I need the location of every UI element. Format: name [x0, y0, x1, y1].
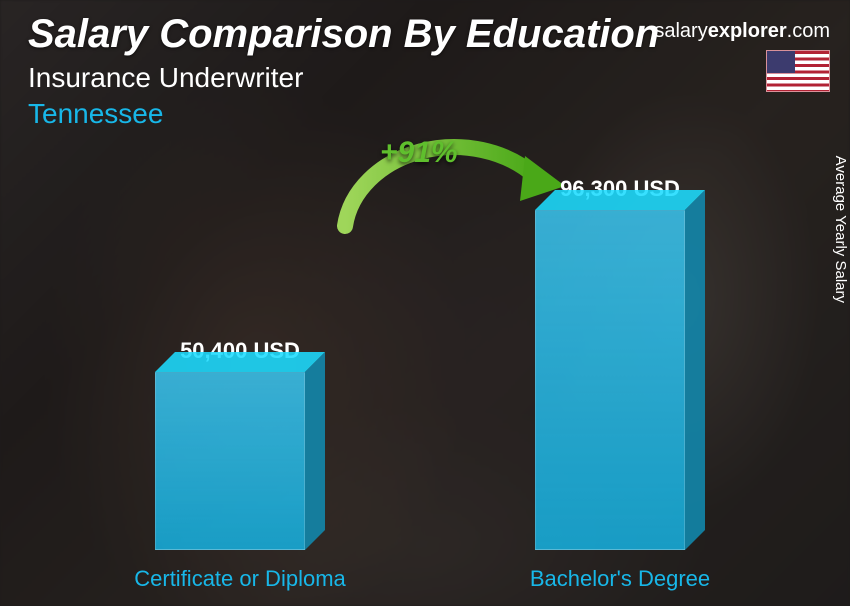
content-root: Salary Comparison By Education Insurance…	[0, 0, 850, 606]
bar-1	[535, 210, 705, 550]
bar-0	[155, 372, 325, 550]
us-flag-icon	[766, 50, 830, 92]
bar-0-category-label: Certificate or Diploma	[134, 566, 346, 592]
page-title: Salary Comparison By Education	[28, 12, 659, 57]
brand-logo-text: salaryexplorer.com	[654, 20, 830, 43]
bar-1-category-label: Bachelor's Degree	[530, 566, 710, 592]
bar-chart: +91% 50,400 USD Certificate or Diploma 9…	[100, 126, 750, 556]
delta-percent-label: +91%	[380, 136, 458, 170]
brand-bold: explorer	[708, 20, 787, 42]
y-axis-label: Average Yearly Salary	[832, 156, 849, 303]
brand-suffix: .com	[787, 20, 830, 42]
bar-group-1: 96,300 USD Bachelor's Degree	[520, 176, 720, 556]
bar-group-0: 50,400 USD Certificate or Diploma	[140, 338, 340, 556]
subtitle-job: Insurance Underwriter	[28, 62, 303, 94]
brand-prefix: salary	[654, 20, 707, 42]
